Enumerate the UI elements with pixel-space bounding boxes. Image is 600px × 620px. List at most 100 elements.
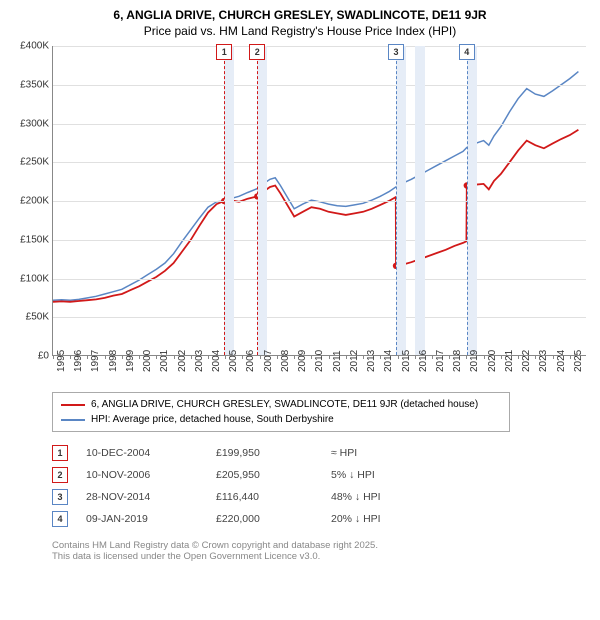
x-axis-label: 2009 [297, 350, 308, 372]
x-tick [346, 355, 347, 359]
y-axis-label: £0 [15, 351, 49, 362]
x-axis-label: 2000 [142, 350, 153, 372]
sale-row: 210-NOV-2006£205,9505% ↓ HPI [52, 464, 586, 486]
sale-date: 10-DEC-2004 [86, 447, 216, 459]
x-tick [432, 355, 433, 359]
legend-item: 6, ANGLIA DRIVE, CHURCH GRESLEY, SWADLIN… [61, 397, 501, 412]
y-axis-label: £100K [15, 273, 49, 284]
gridline [53, 240, 586, 241]
gridline [53, 46, 586, 47]
y-axis-label: £300K [15, 118, 49, 129]
x-tick [70, 355, 71, 359]
x-tick [415, 355, 416, 359]
x-axis-label: 2018 [452, 350, 463, 372]
sale-row: 328-NOV-2014£116,44048% ↓ HPI [52, 486, 586, 508]
sale-marker: 4 [52, 511, 68, 527]
sale-comparison: ≈ HPI [331, 447, 357, 459]
x-tick [242, 355, 243, 359]
x-tick [294, 355, 295, 359]
hpi-line [53, 72, 578, 301]
chart-title-1: 6, ANGLIA DRIVE, CHURCH GRESLEY, SWADLIN… [14, 8, 586, 22]
sale-price: £220,000 [216, 513, 331, 525]
sale-marker: 1 [52, 445, 68, 461]
x-axis-label: 1998 [108, 350, 119, 372]
x-tick [570, 355, 571, 359]
legend-label: HPI: Average price, detached house, Sout… [91, 414, 334, 425]
sale-comparison: 5% ↓ HPI [331, 469, 375, 481]
highlight-band [396, 46, 406, 355]
x-axis-label: 2002 [177, 350, 188, 372]
highlight-band [257, 46, 266, 355]
x-axis-label: 2013 [366, 350, 377, 372]
x-tick [484, 355, 485, 359]
footer-line-1: Contains HM Land Registry data © Crown c… [52, 540, 586, 551]
x-axis-label: 2008 [280, 350, 291, 372]
x-axis-label: 2003 [194, 350, 205, 372]
x-axis-label: 1996 [73, 350, 84, 372]
property-line [53, 130, 578, 302]
gridline [53, 317, 586, 318]
sale-row: 409-JAN-2019£220,00020% ↓ HPI [52, 508, 586, 530]
sale-comparison: 48% ↓ HPI [331, 491, 381, 503]
footer-line-2: This data is licensed under the Open Gov… [52, 551, 586, 562]
chart-title-2: Price paid vs. HM Land Registry's House … [14, 24, 586, 38]
x-tick [311, 355, 312, 359]
y-axis-label: £50K [15, 312, 49, 323]
x-axis-label: 1997 [90, 350, 101, 372]
marker-label: 3 [388, 44, 404, 60]
x-axis-label: 2024 [556, 350, 567, 372]
x-axis-label: 2006 [245, 350, 256, 372]
x-tick [329, 355, 330, 359]
x-tick [363, 355, 364, 359]
legend-label: 6, ANGLIA DRIVE, CHURCH GRESLEY, SWADLIN… [91, 399, 478, 410]
highlight-band [467, 46, 477, 355]
gridline [53, 279, 586, 280]
x-tick [260, 355, 261, 359]
x-axis-label: 2022 [521, 350, 532, 372]
x-axis-label: 2001 [159, 350, 170, 372]
x-axis-label: 2015 [401, 350, 412, 372]
x-axis-label: 2011 [332, 350, 343, 372]
gridline [53, 201, 586, 202]
x-tick [518, 355, 519, 359]
y-axis-label: £400K [15, 41, 49, 52]
x-tick [87, 355, 88, 359]
marker-label: 1 [216, 44, 232, 60]
title-block: 6, ANGLIA DRIVE, CHURCH GRESLEY, SWADLIN… [14, 8, 586, 38]
gridline [53, 162, 586, 163]
x-axis-label: 1995 [56, 350, 67, 372]
x-axis-label: 2023 [538, 350, 549, 372]
marker-line [396, 46, 397, 355]
legend-item: HPI: Average price, detached house, Sout… [61, 412, 501, 427]
marker-label: 4 [459, 44, 475, 60]
x-tick [53, 355, 54, 359]
sale-date: 10-NOV-2006 [86, 469, 216, 481]
x-tick [191, 355, 192, 359]
x-tick [225, 355, 226, 359]
x-axis-label: 1999 [125, 350, 136, 372]
sale-price: £205,950 [216, 469, 331, 481]
x-tick [449, 355, 450, 359]
highlight-band [415, 46, 425, 355]
sale-price: £116,440 [216, 491, 331, 503]
legend-swatch [61, 404, 85, 406]
sale-marker: 3 [52, 489, 68, 505]
x-tick [466, 355, 467, 359]
marker-line [224, 46, 225, 355]
x-tick [105, 355, 106, 359]
x-axis-label: 2025 [573, 350, 584, 372]
sale-date: 09-JAN-2019 [86, 513, 216, 525]
legend-box: 6, ANGLIA DRIVE, CHURCH GRESLEY, SWADLIN… [52, 392, 510, 432]
sale-row: 1 10-DEC-2004£199,950≈ HPI [52, 442, 586, 464]
marker-line [467, 46, 468, 355]
marker-label: 2 [249, 44, 265, 60]
x-axis-label: 2004 [211, 350, 222, 372]
sale-price: £199,950 [216, 447, 331, 459]
chart-container: 6, ANGLIA DRIVE, CHURCH GRESLEY, SWADLIN… [0, 0, 600, 572]
x-tick [139, 355, 140, 359]
footer-attribution: Contains HM Land Registry data © Crown c… [52, 540, 586, 562]
legend-swatch [61, 419, 85, 421]
y-axis-label: £250K [15, 157, 49, 168]
gridline [53, 124, 586, 125]
marker-line [257, 46, 258, 355]
